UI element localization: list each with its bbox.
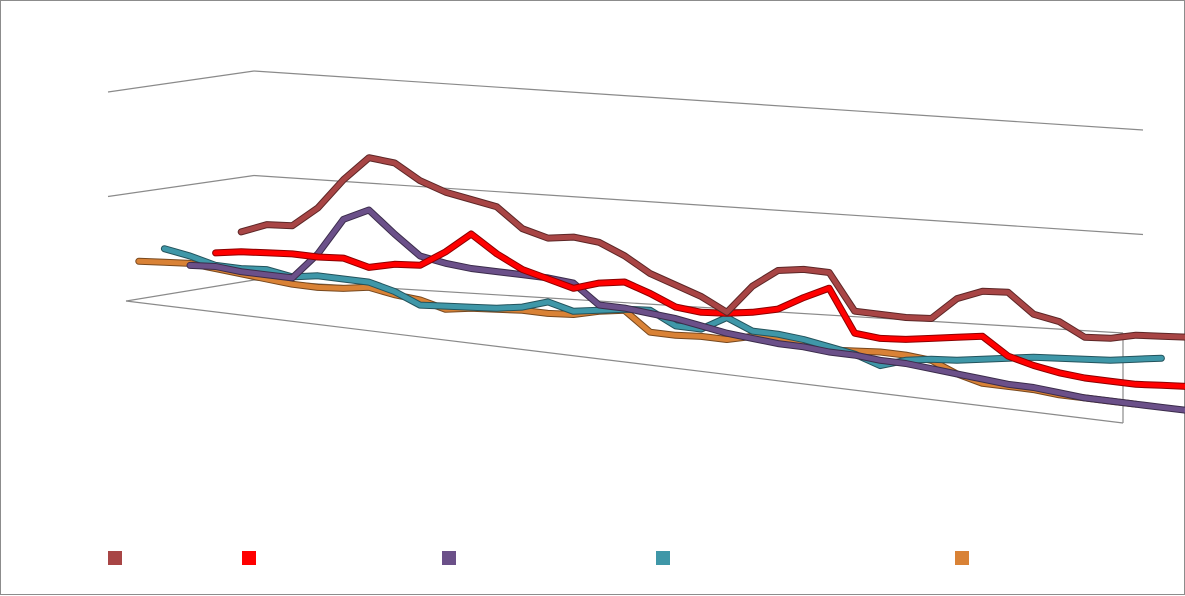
series-line-2 xyxy=(216,234,1185,387)
series-line-4 xyxy=(164,249,1161,366)
legend xyxy=(108,551,969,565)
gridline-side xyxy=(108,71,254,92)
legend-swatch xyxy=(242,551,256,565)
legend-swatch xyxy=(955,551,969,565)
legend-swatch xyxy=(108,551,122,565)
series-layer xyxy=(139,158,1185,411)
legend-item-4 xyxy=(656,551,670,565)
gridlines xyxy=(108,71,1143,423)
legend-item-1 xyxy=(108,551,122,565)
legend-item-5 xyxy=(955,551,969,565)
series-ribbon xyxy=(216,234,1185,386)
gridline-back xyxy=(254,71,1143,130)
floor-edge-left xyxy=(126,280,254,301)
series-ribbon xyxy=(164,249,1161,366)
legend-swatch xyxy=(442,551,456,565)
legend-swatch xyxy=(656,551,670,565)
legend-item-3 xyxy=(442,551,456,565)
series-ribbon-shadow xyxy=(164,249,1161,366)
legend-item-2 xyxy=(242,551,256,565)
gridline-side xyxy=(108,176,254,197)
